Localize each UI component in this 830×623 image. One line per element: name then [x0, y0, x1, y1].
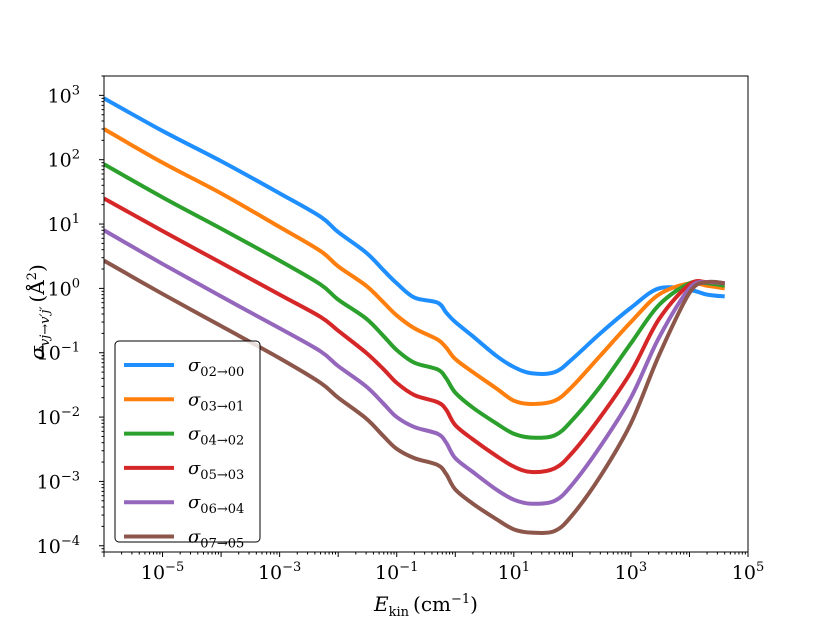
x-tick-label-5: 105: [732, 560, 764, 584]
y-tick-label-0-exp: −4: [61, 534, 80, 549]
y-tick-label-2-exp: −2: [61, 405, 80, 420]
ticks-layer: 10−5 10−3 10−1 101 103 10510−410−310−210−1100…: [37, 75, 764, 584]
x-tick-label-3: 101: [498, 560, 530, 584]
axis-labels: Ekin (cm−1) σvj→v′j′(Å2): [24, 264, 478, 620]
legend-label-05→03: σ05→03: [188, 458, 244, 483]
legend-subscript: 03→01: [200, 399, 244, 414]
x-tick-label-0-base: 10: [141, 562, 165, 584]
y-tick-label-1-base: 10: [37, 471, 61, 493]
legend-label-07→05: σ07→05: [188, 527, 244, 552]
y-tick-label-0-base: 10: [37, 536, 61, 558]
y-tick-label-3-exp: −1: [61, 341, 80, 356]
x-tick-label-4-exp: 3: [639, 560, 647, 575]
y-tick-label-1: 10−3: [37, 469, 80, 493]
y-tick-label-0: 10−4: [37, 534, 80, 558]
y-tick-label-4-base: 10: [48, 278, 72, 300]
x-tick-label-0-exp: −5: [165, 560, 184, 575]
y-tick-label-4-exp: 0: [72, 276, 80, 291]
x-axis-label-exp: −1: [451, 592, 470, 607]
y-tick-label-4: 100: [48, 276, 80, 300]
series-line-03→01: [104, 127, 726, 406]
y-axis-label-sub: vj→v′j′: [38, 307, 53, 347]
y-tick-label-3: 10−1: [37, 341, 80, 365]
y-tick-label-1-exp: −3: [61, 469, 80, 484]
x-tick-label-3-exp: 1: [522, 560, 530, 575]
legend-symbol: σ: [188, 458, 201, 479]
legend-symbol: σ: [188, 389, 201, 410]
legend-subscript: 04→02: [200, 434, 244, 449]
y-tick-label-5-base: 10: [48, 214, 72, 236]
x-axis-label-units: (cm: [413, 592, 451, 616]
x-axis-label: Ekin (cm−1): [373, 592, 478, 620]
legend-box: [114, 340, 261, 543]
y-tick-label-5-exp: 1: [72, 212, 80, 227]
legend-label-02→00: σ02→00: [188, 355, 244, 380]
x-tick-label-2-base: 10: [375, 562, 399, 584]
x-tick-label-4: 103: [615, 560, 647, 584]
x-tick-label-1-exp: −3: [282, 560, 301, 575]
legend-subscript: 06→04: [200, 502, 244, 517]
legend-subscript: 02→00: [200, 365, 244, 380]
legend-label-06→04: σ06→04: [188, 492, 244, 517]
y-axis-label-close: ): [25, 264, 49, 272]
x-axis-label-sub: kin: [389, 605, 410, 620]
series-layer: [104, 96, 726, 535]
x-tick-label-4-base: 10: [615, 562, 639, 584]
y-tick-label-2: 10−2: [37, 405, 80, 429]
x-axis-label-close: ): [470, 592, 478, 616]
y-tick-label-5: 101: [48, 212, 80, 236]
x-tick-label-0: 10−5: [141, 560, 184, 584]
legend-label-04→02: σ04→02: [188, 424, 244, 449]
y-axis-label-exp: 2: [25, 272, 40, 280]
x-tick-label-3-base: 10: [498, 562, 522, 584]
x-tick-label-1: 10−3: [258, 560, 301, 584]
series-line-07→05: [104, 258, 725, 535]
x-tick-label-2: 10−1: [375, 560, 418, 584]
y-tick-label-2-base: 10: [37, 407, 61, 429]
legend-label-03→01: σ03→01: [188, 389, 244, 414]
legend-symbol: σ: [188, 424, 201, 445]
x-tick-label-5-base: 10: [732, 562, 756, 584]
x-tick-label-5-exp: 5: [756, 560, 764, 575]
x-axis-label-base: E: [373, 592, 389, 616]
series-line-02→00: [104, 96, 725, 376]
y-tick-label-7: 103: [48, 83, 80, 107]
y-tick-label-7-base: 10: [48, 85, 72, 107]
legend-subscript: 07→05: [200, 537, 244, 552]
y-axis-label-units: (Å: [24, 280, 49, 303]
series-line-06→04: [104, 228, 725, 506]
y-tick-label-7-exp: 3: [72, 83, 80, 98]
series-line-04→02: [104, 162, 725, 440]
y-tick-label-3-base: 10: [37, 343, 61, 365]
y-tick-label-6: 102: [48, 148, 80, 172]
legend-symbol: σ: [188, 355, 201, 376]
legend-subscript: 05→03: [200, 468, 244, 483]
series-line-05→03: [104, 196, 725, 475]
x-tick-label-1-base: 10: [258, 562, 282, 584]
legend-symbol: σ: [188, 527, 201, 548]
y-tick-label-6-exp: 2: [72, 148, 80, 163]
y-axis-label-base: σ: [25, 345, 49, 360]
y-axis-label: σvj→v′j′ (Å2): [24, 264, 53, 360]
y-tick-label-6-base: 10: [48, 150, 72, 172]
x-tick-label-2-exp: −1: [399, 560, 418, 575]
legend-symbol: σ: [188, 492, 201, 513]
